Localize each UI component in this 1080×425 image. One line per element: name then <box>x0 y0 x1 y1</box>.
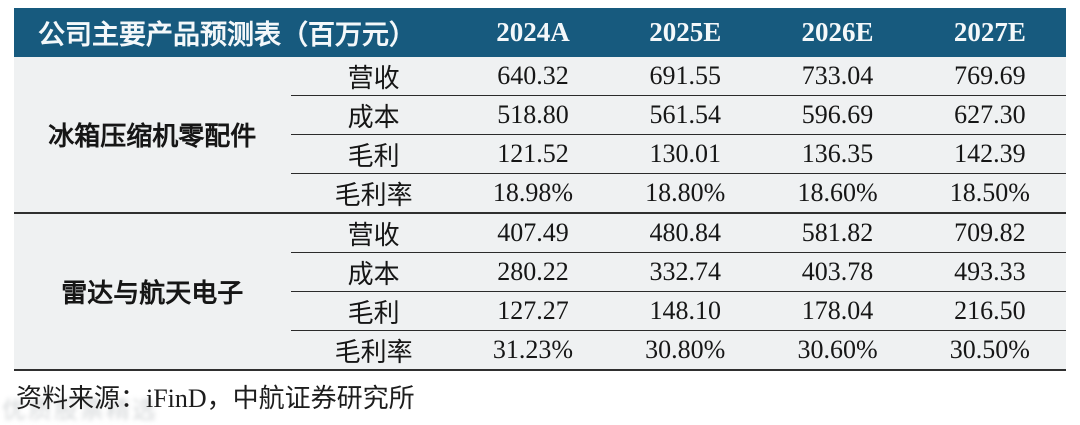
watermark: 优质股票精选 <box>2 398 158 424</box>
value-cell: 627.30 <box>913 95 1066 135</box>
value-cell: 493.33 <box>913 252 1066 292</box>
value-cell: 733.04 <box>761 57 914 96</box>
table-row: 成本 280.22 332.74 403.78 493.33 <box>14 252 1066 292</box>
value-cell: 30.60% <box>761 330 914 371</box>
table-row: 毛利率 18.98% 18.80% 18.60% 18.50% <box>14 173 1066 213</box>
table-row: 毛利 127.27 148.10 178.04 216.50 <box>14 291 1066 331</box>
metric-label: 毛利率 <box>290 173 457 213</box>
value-cell: 148.10 <box>609 291 762 331</box>
value-cell: 216.50 <box>913 291 1066 331</box>
value-cell: 280.22 <box>456 252 610 292</box>
table-row: 成本 518.80 561.54 596.69 627.30 <box>14 95 1066 135</box>
metric-label: 营收 <box>290 57 457 96</box>
value-cell: 30.80% <box>609 330 762 371</box>
value-cell: 480.84 <box>609 212 762 253</box>
group-label-radar-aerospace: 雷达与航天电子 <box>14 212 291 371</box>
value-cell: 407.49 <box>456 212 610 253</box>
metric-label: 营收 <box>290 212 457 253</box>
value-cell: 332.74 <box>609 252 762 292</box>
metric-label: 毛利 <box>290 291 457 331</box>
value-cell: 18.60% <box>761 173 914 213</box>
table-header: 公司主要产品预测表（百万元） 2024A 2025E 2026E 2027E <box>14 8 1066 57</box>
value-cell: 691.55 <box>609 57 762 96</box>
table-title: 公司主要产品预测表（百万元） <box>14 8 457 57</box>
value-cell: 769.69 <box>913 57 1066 96</box>
value-cell: 403.78 <box>761 252 914 292</box>
source-note: 资料来源：iFinD，中航证券研究所 <box>16 384 415 413</box>
metric-label: 毛利 <box>290 134 457 174</box>
value-cell: 640.32 <box>456 57 610 96</box>
value-cell: 31.23% <box>456 330 610 371</box>
value-cell: 178.04 <box>761 291 914 331</box>
table-row: 雷达与航天电子 营收 407.49 480.84 581.82 709.82 <box>14 212 1066 371</box>
value-cell: 127.27 <box>456 291 610 331</box>
value-cell: 130.01 <box>609 134 762 174</box>
column-header-2024a: 2024A <box>456 8 610 57</box>
value-cell: 136.35 <box>761 134 914 174</box>
value-cell: 561.54 <box>609 95 762 135</box>
value-cell: 30.50% <box>913 330 1066 371</box>
column-header-2027e: 2027E <box>913 8 1066 57</box>
group-label-compressor-parts: 冰箱压缩机零配件 <box>14 57 291 214</box>
header-row: 公司主要产品预测表（百万元） 2024A 2025E 2026E 2027E <box>14 8 1066 57</box>
value-cell: 581.82 <box>761 212 914 253</box>
metric-label: 毛利率 <box>290 330 457 371</box>
forecast-table-container: 公司主要产品预测表（百万元） 2024A 2025E 2026E 2027E 冰… <box>14 8 1066 371</box>
table-row: 毛利率 31.23% 30.80% 30.60% 30.50% <box>14 330 1066 371</box>
table-row: 冰箱压缩机零配件 营收 640.32 691.55 733.04 769.69 <box>14 57 1066 214</box>
value-cell: 121.52 <box>456 134 610 174</box>
value-cell: 709.82 <box>913 212 1066 253</box>
table-body: 冰箱压缩机零配件 营收 640.32 691.55 733.04 769.69 … <box>14 57 1066 371</box>
table-row: 毛利 121.52 130.01 136.35 142.39 <box>14 134 1066 174</box>
value-cell: 18.80% <box>609 173 762 213</box>
column-header-2025e: 2025E <box>609 8 762 57</box>
forecast-table: 公司主要产品预测表（百万元） 2024A 2025E 2026E 2027E 冰… <box>14 8 1066 371</box>
value-cell: 18.98% <box>456 173 610 213</box>
value-cell: 18.50% <box>913 173 1066 213</box>
value-cell: 518.80 <box>456 95 610 135</box>
value-cell: 142.39 <box>913 134 1066 174</box>
column-header-2026e: 2026E <box>761 8 914 57</box>
metric-label: 成本 <box>290 252 457 292</box>
metric-label: 成本 <box>290 95 457 135</box>
value-cell: 596.69 <box>761 95 914 135</box>
